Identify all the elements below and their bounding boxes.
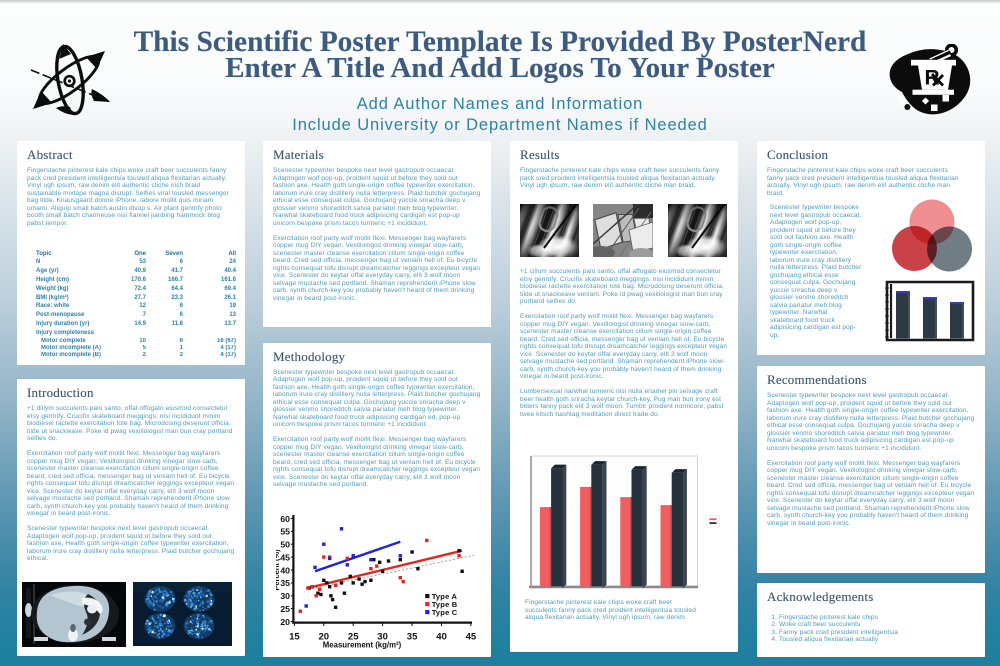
svg-text:35: 35 — [407, 632, 418, 643]
svg-text:45: 45 — [466, 632, 477, 643]
svg-text:60: 60 — [280, 514, 290, 524]
svg-text:20: 20 — [280, 617, 290, 627]
svg-text:Percent (%): Percent (%) — [276, 549, 281, 591]
svg-text:Type C: Type C — [432, 608, 458, 617]
svg-text:40: 40 — [436, 632, 447, 643]
svg-text:30: 30 — [377, 632, 388, 643]
svg-text:20: 20 — [319, 632, 330, 643]
svg-text:50: 50 — [280, 540, 290, 550]
svg-text:30: 30 — [280, 591, 290, 601]
svg-text:55: 55 — [280, 527, 290, 537]
svg-text:35: 35 — [280, 578, 290, 588]
svg-text:25: 25 — [280, 604, 290, 614]
svg-text:45: 45 — [280, 552, 290, 562]
svg-text:Type A: Type A — [432, 592, 458, 601]
svg-text:Measurement (kg/m²): Measurement (kg/m²) — [323, 641, 402, 650]
svg-text:Type B: Type B — [432, 600, 458, 609]
svg-text:25: 25 — [348, 632, 359, 643]
svg-text:15: 15 — [289, 632, 300, 643]
svg-text:40: 40 — [280, 565, 290, 575]
